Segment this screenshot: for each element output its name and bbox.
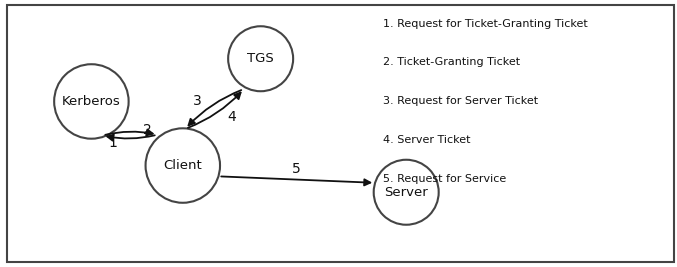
Ellipse shape	[374, 160, 439, 225]
Text: Server: Server	[385, 186, 428, 199]
Ellipse shape	[228, 26, 293, 91]
Text: 1: 1	[108, 136, 118, 150]
Text: 3. Request for Server Ticket: 3. Request for Server Ticket	[383, 96, 538, 106]
Text: Client: Client	[163, 159, 202, 172]
Text: 5. Request for Service: 5. Request for Service	[383, 174, 506, 183]
Text: Kerberos: Kerberos	[62, 95, 121, 108]
Ellipse shape	[54, 64, 129, 139]
Text: 4: 4	[227, 110, 236, 124]
Text: 1. Request for Ticket-Granting Ticket: 1. Request for Ticket-Granting Ticket	[383, 19, 587, 29]
Text: 2: 2	[143, 123, 152, 137]
Text: 3: 3	[193, 94, 202, 108]
Text: 4. Server Ticket: 4. Server Ticket	[383, 135, 470, 145]
Text: TGS: TGS	[247, 52, 274, 65]
Text: 5: 5	[292, 162, 301, 176]
Ellipse shape	[146, 128, 220, 203]
Text: 2. Ticket-Granting Ticket: 2. Ticket-Granting Ticket	[383, 57, 520, 67]
